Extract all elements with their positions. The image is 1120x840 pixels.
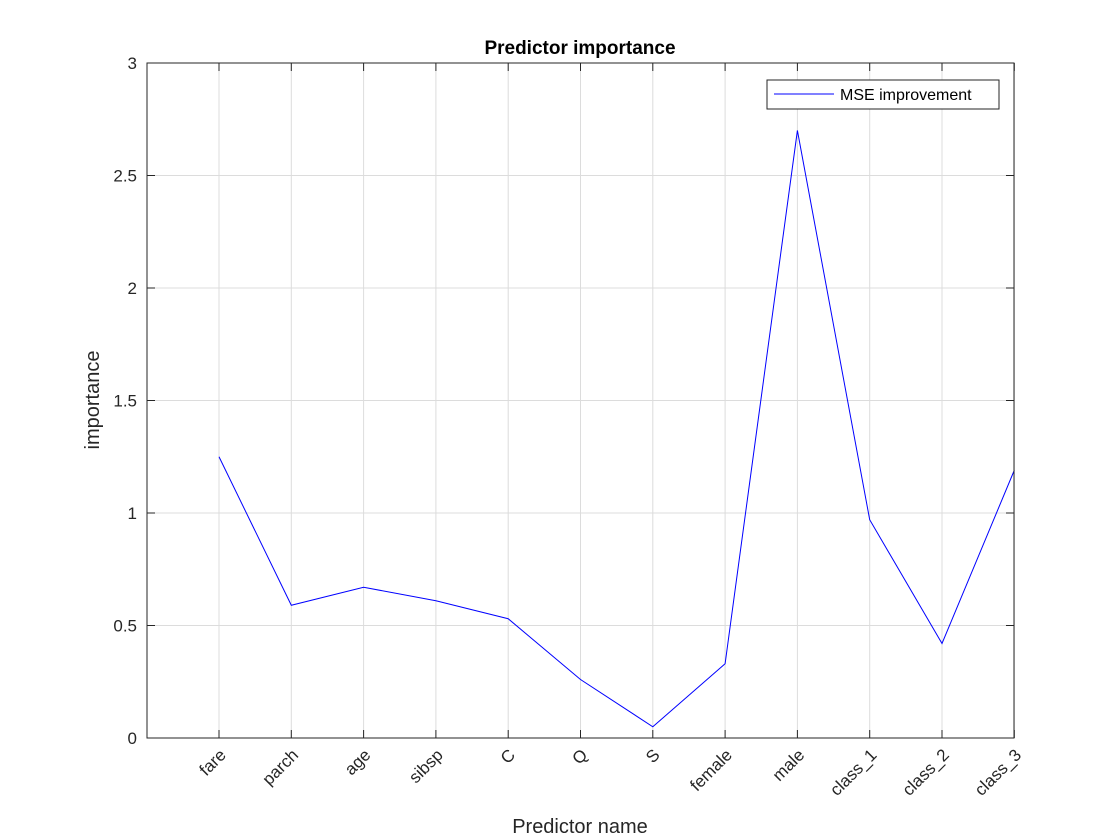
- legend-label: MSE improvement: [840, 87, 972, 104]
- series-line-mse-improvement: [218, 130, 1015, 728]
- y-tick-label: 3: [128, 54, 137, 73]
- y-tick-label: 1.5: [113, 392, 137, 411]
- x-axis-label: Predictor name: [512, 816, 648, 838]
- y-axis-label: importance: [82, 351, 104, 450]
- y-tick-label: 2.5: [113, 167, 137, 186]
- legend: MSE improvement: [766, 79, 1000, 110]
- grid: [147, 62, 1015, 739]
- y-axis-ticks: 0 0.5 1 1.5 2 2.5 3: [113, 54, 1014, 748]
- chart-title: Predictor importance: [484, 38, 675, 59]
- y-tick-label: 0.5: [113, 617, 137, 636]
- y-tick-label: 0: [128, 729, 137, 748]
- y-tick-label: 1: [128, 504, 137, 523]
- y-tick-label: 2: [128, 279, 137, 298]
